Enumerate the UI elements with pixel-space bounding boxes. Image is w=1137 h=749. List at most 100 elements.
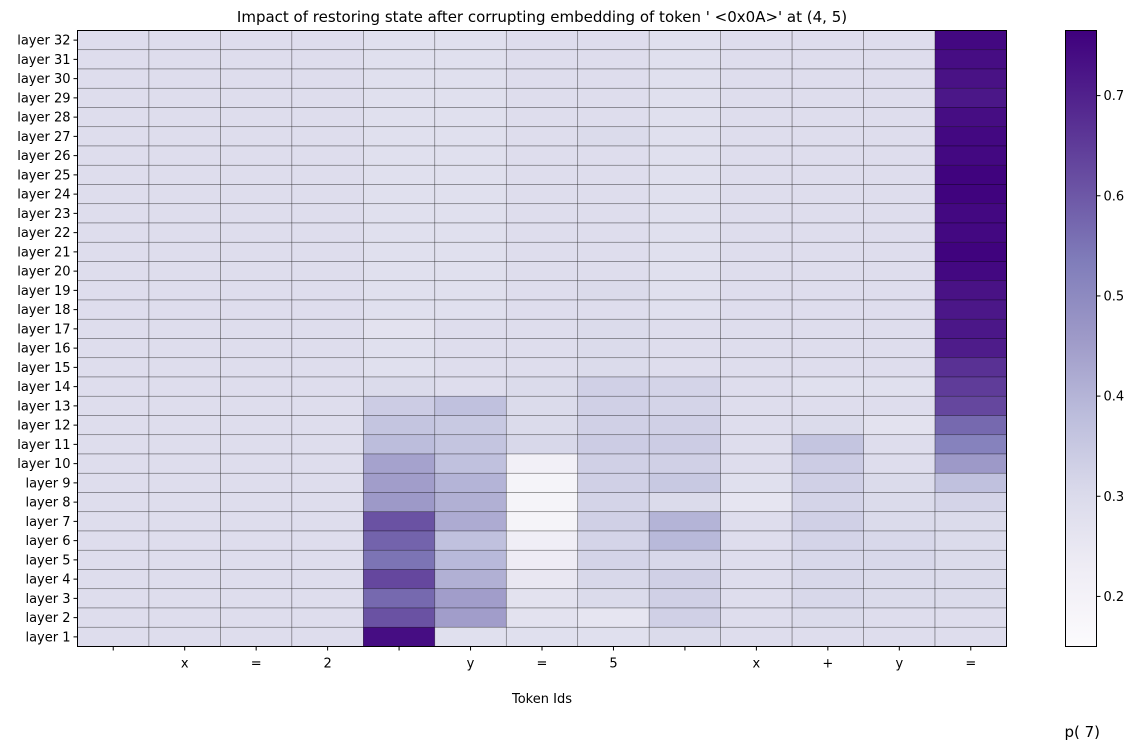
heatmap-cell bbox=[363, 87, 436, 108]
heatmap-cell bbox=[148, 511, 221, 532]
heatmap-cell bbox=[434, 511, 507, 532]
heatmap-cell bbox=[505, 549, 579, 570]
heatmap-cell bbox=[863, 184, 936, 205]
heatmap-cell bbox=[720, 184, 793, 205]
heatmap-cell bbox=[934, 30, 1007, 51]
colorbar-tick-label: 0.7 bbox=[1104, 89, 1125, 104]
heatmap-cell bbox=[934, 434, 1007, 455]
heatmap-cell bbox=[863, 415, 936, 436]
heatmap-cell bbox=[291, 49, 364, 70]
heatmap-cell bbox=[934, 453, 1007, 474]
heatmap-cell bbox=[863, 126, 936, 147]
heatmap-cell bbox=[77, 30, 150, 51]
x-tick-label: y bbox=[895, 657, 903, 672]
heatmap-cell bbox=[363, 415, 436, 436]
heatmap-cell bbox=[577, 395, 650, 416]
heatmap-cell bbox=[220, 68, 293, 89]
heatmap-cell bbox=[220, 588, 293, 609]
heatmap-cell bbox=[791, 318, 864, 339]
heatmap-cell bbox=[791, 395, 864, 416]
heatmap-cell bbox=[148, 472, 221, 493]
heatmap-cell bbox=[648, 241, 721, 262]
heatmap-cell bbox=[77, 434, 150, 455]
heatmap-cell bbox=[291, 453, 364, 474]
heatmap-cell bbox=[148, 588, 221, 609]
heatmap-cell bbox=[363, 376, 436, 397]
heatmap-cell bbox=[720, 338, 793, 359]
heatmap-cell bbox=[291, 626, 364, 647]
heatmap-cell bbox=[505, 395, 579, 416]
heatmap-cell bbox=[77, 357, 150, 378]
heatmap-cell bbox=[505, 299, 579, 320]
heatmap-cell bbox=[791, 164, 864, 185]
heatmap-cell bbox=[363, 184, 436, 205]
heatmap-cell bbox=[720, 203, 793, 224]
heatmap-cell bbox=[148, 126, 221, 147]
heatmap-cell bbox=[220, 626, 293, 647]
heatmap-cell bbox=[863, 87, 936, 108]
heatmap-cell bbox=[148, 184, 221, 205]
heatmap-cell bbox=[505, 453, 579, 474]
heatmap-cell bbox=[648, 357, 721, 378]
heatmap-cell bbox=[77, 299, 150, 320]
heatmap-cell bbox=[863, 472, 936, 493]
heatmap-cell bbox=[77, 241, 150, 262]
heatmap-cell bbox=[77, 184, 150, 205]
heatmap-cells bbox=[77, 30, 1007, 647]
heatmap-cell bbox=[863, 107, 936, 128]
heatmap-cell bbox=[434, 145, 507, 166]
heatmap-cell bbox=[220, 261, 293, 282]
heatmap-cell bbox=[363, 434, 436, 455]
heatmap-cell bbox=[934, 241, 1007, 262]
heatmap-cell bbox=[577, 318, 650, 339]
heatmap-cell bbox=[863, 261, 936, 282]
heatmap-cell bbox=[77, 376, 150, 397]
heatmap-cell bbox=[505, 434, 579, 455]
heatmap-cell bbox=[505, 492, 579, 513]
heatmap-cell bbox=[291, 68, 364, 89]
heatmap-cell bbox=[434, 607, 507, 628]
heatmap-cell bbox=[934, 145, 1007, 166]
heatmap-cell bbox=[934, 49, 1007, 70]
heatmap-cell bbox=[291, 376, 364, 397]
y-tick-label: layer 6 bbox=[25, 534, 70, 549]
heatmap-cell bbox=[863, 588, 936, 609]
heatmap-cell bbox=[505, 472, 579, 493]
heatmap-cell bbox=[577, 222, 650, 243]
heatmap-cell bbox=[648, 626, 721, 647]
heatmap-cell bbox=[791, 588, 864, 609]
heatmap-cell bbox=[291, 415, 364, 436]
heatmap-cell bbox=[863, 30, 936, 51]
heatmap-cell bbox=[577, 107, 650, 128]
heatmap-cell bbox=[148, 492, 221, 513]
heatmap-cell bbox=[363, 318, 436, 339]
heatmap-cell bbox=[720, 588, 793, 609]
heatmap-cell bbox=[648, 126, 721, 147]
heatmap-cell bbox=[77, 607, 150, 628]
heatmap-cell bbox=[863, 549, 936, 570]
heatmap-cell bbox=[505, 164, 579, 185]
heatmap-cell bbox=[577, 530, 650, 551]
heatmap-cell bbox=[505, 569, 579, 590]
heatmap-cell bbox=[291, 30, 364, 51]
heatmap-cell bbox=[148, 607, 221, 628]
x-tick-label: x bbox=[753, 657, 761, 672]
heatmap-cell bbox=[791, 30, 864, 51]
heatmap-cell bbox=[934, 203, 1007, 224]
heatmap-cell bbox=[291, 607, 364, 628]
heatmap-cell bbox=[148, 30, 221, 51]
heatmap-cell bbox=[791, 49, 864, 70]
heatmap-cell bbox=[577, 338, 650, 359]
colorbar-tick-label: 0.4 bbox=[1104, 390, 1125, 405]
heatmap-cell bbox=[434, 30, 507, 51]
heatmap-cell bbox=[648, 492, 721, 513]
heatmap-cell bbox=[934, 549, 1007, 570]
heatmap-cell bbox=[220, 280, 293, 301]
heatmap-cell bbox=[363, 357, 436, 378]
heatmap-cell bbox=[648, 472, 721, 493]
heatmap-cell bbox=[220, 107, 293, 128]
heatmap-cell bbox=[363, 145, 436, 166]
heatmap-cell bbox=[77, 87, 150, 108]
heatmap-cell bbox=[148, 261, 221, 282]
